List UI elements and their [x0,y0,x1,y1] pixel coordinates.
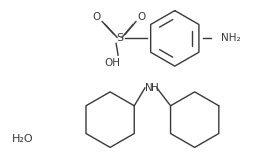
Text: S: S [117,33,124,43]
Text: OH: OH [104,58,120,68]
Text: O: O [92,12,100,21]
Text: O: O [138,12,146,21]
Text: N: N [145,83,153,93]
Text: NH₂: NH₂ [221,33,240,43]
Text: H₂O: H₂O [12,134,34,144]
Text: H: H [151,83,159,93]
